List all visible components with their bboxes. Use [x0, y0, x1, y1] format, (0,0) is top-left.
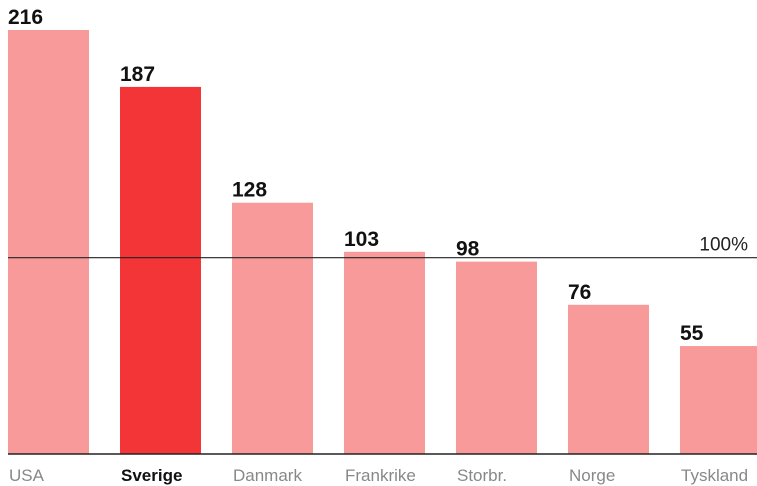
x-tick-label: Danmark	[233, 466, 302, 485]
value-label: 55	[680, 322, 704, 345]
x-tick-label: Sverige	[121, 466, 182, 485]
bar	[8, 30, 89, 454]
bar	[680, 346, 757, 454]
bar	[568, 304, 649, 454]
bar	[232, 202, 313, 454]
value-label: 128	[232, 179, 267, 202]
reference-label: 100%	[699, 235, 748, 256]
bar	[120, 86, 201, 454]
bar	[456, 261, 537, 454]
x-tick-label: USA	[9, 466, 45, 485]
x-tick-label: Norge	[569, 466, 615, 485]
value-label: 98	[456, 238, 480, 261]
value-label: 216	[8, 6, 43, 29]
value-label: 103	[344, 228, 379, 251]
bar	[344, 251, 425, 454]
value-label: 76	[568, 281, 591, 304]
x-tick-label: Tyskland	[681, 466, 748, 485]
value-label: 187	[120, 63, 155, 86]
x-tick-label: Frankrike	[345, 466, 416, 485]
x-tick-label: Storbr.	[457, 466, 507, 485]
